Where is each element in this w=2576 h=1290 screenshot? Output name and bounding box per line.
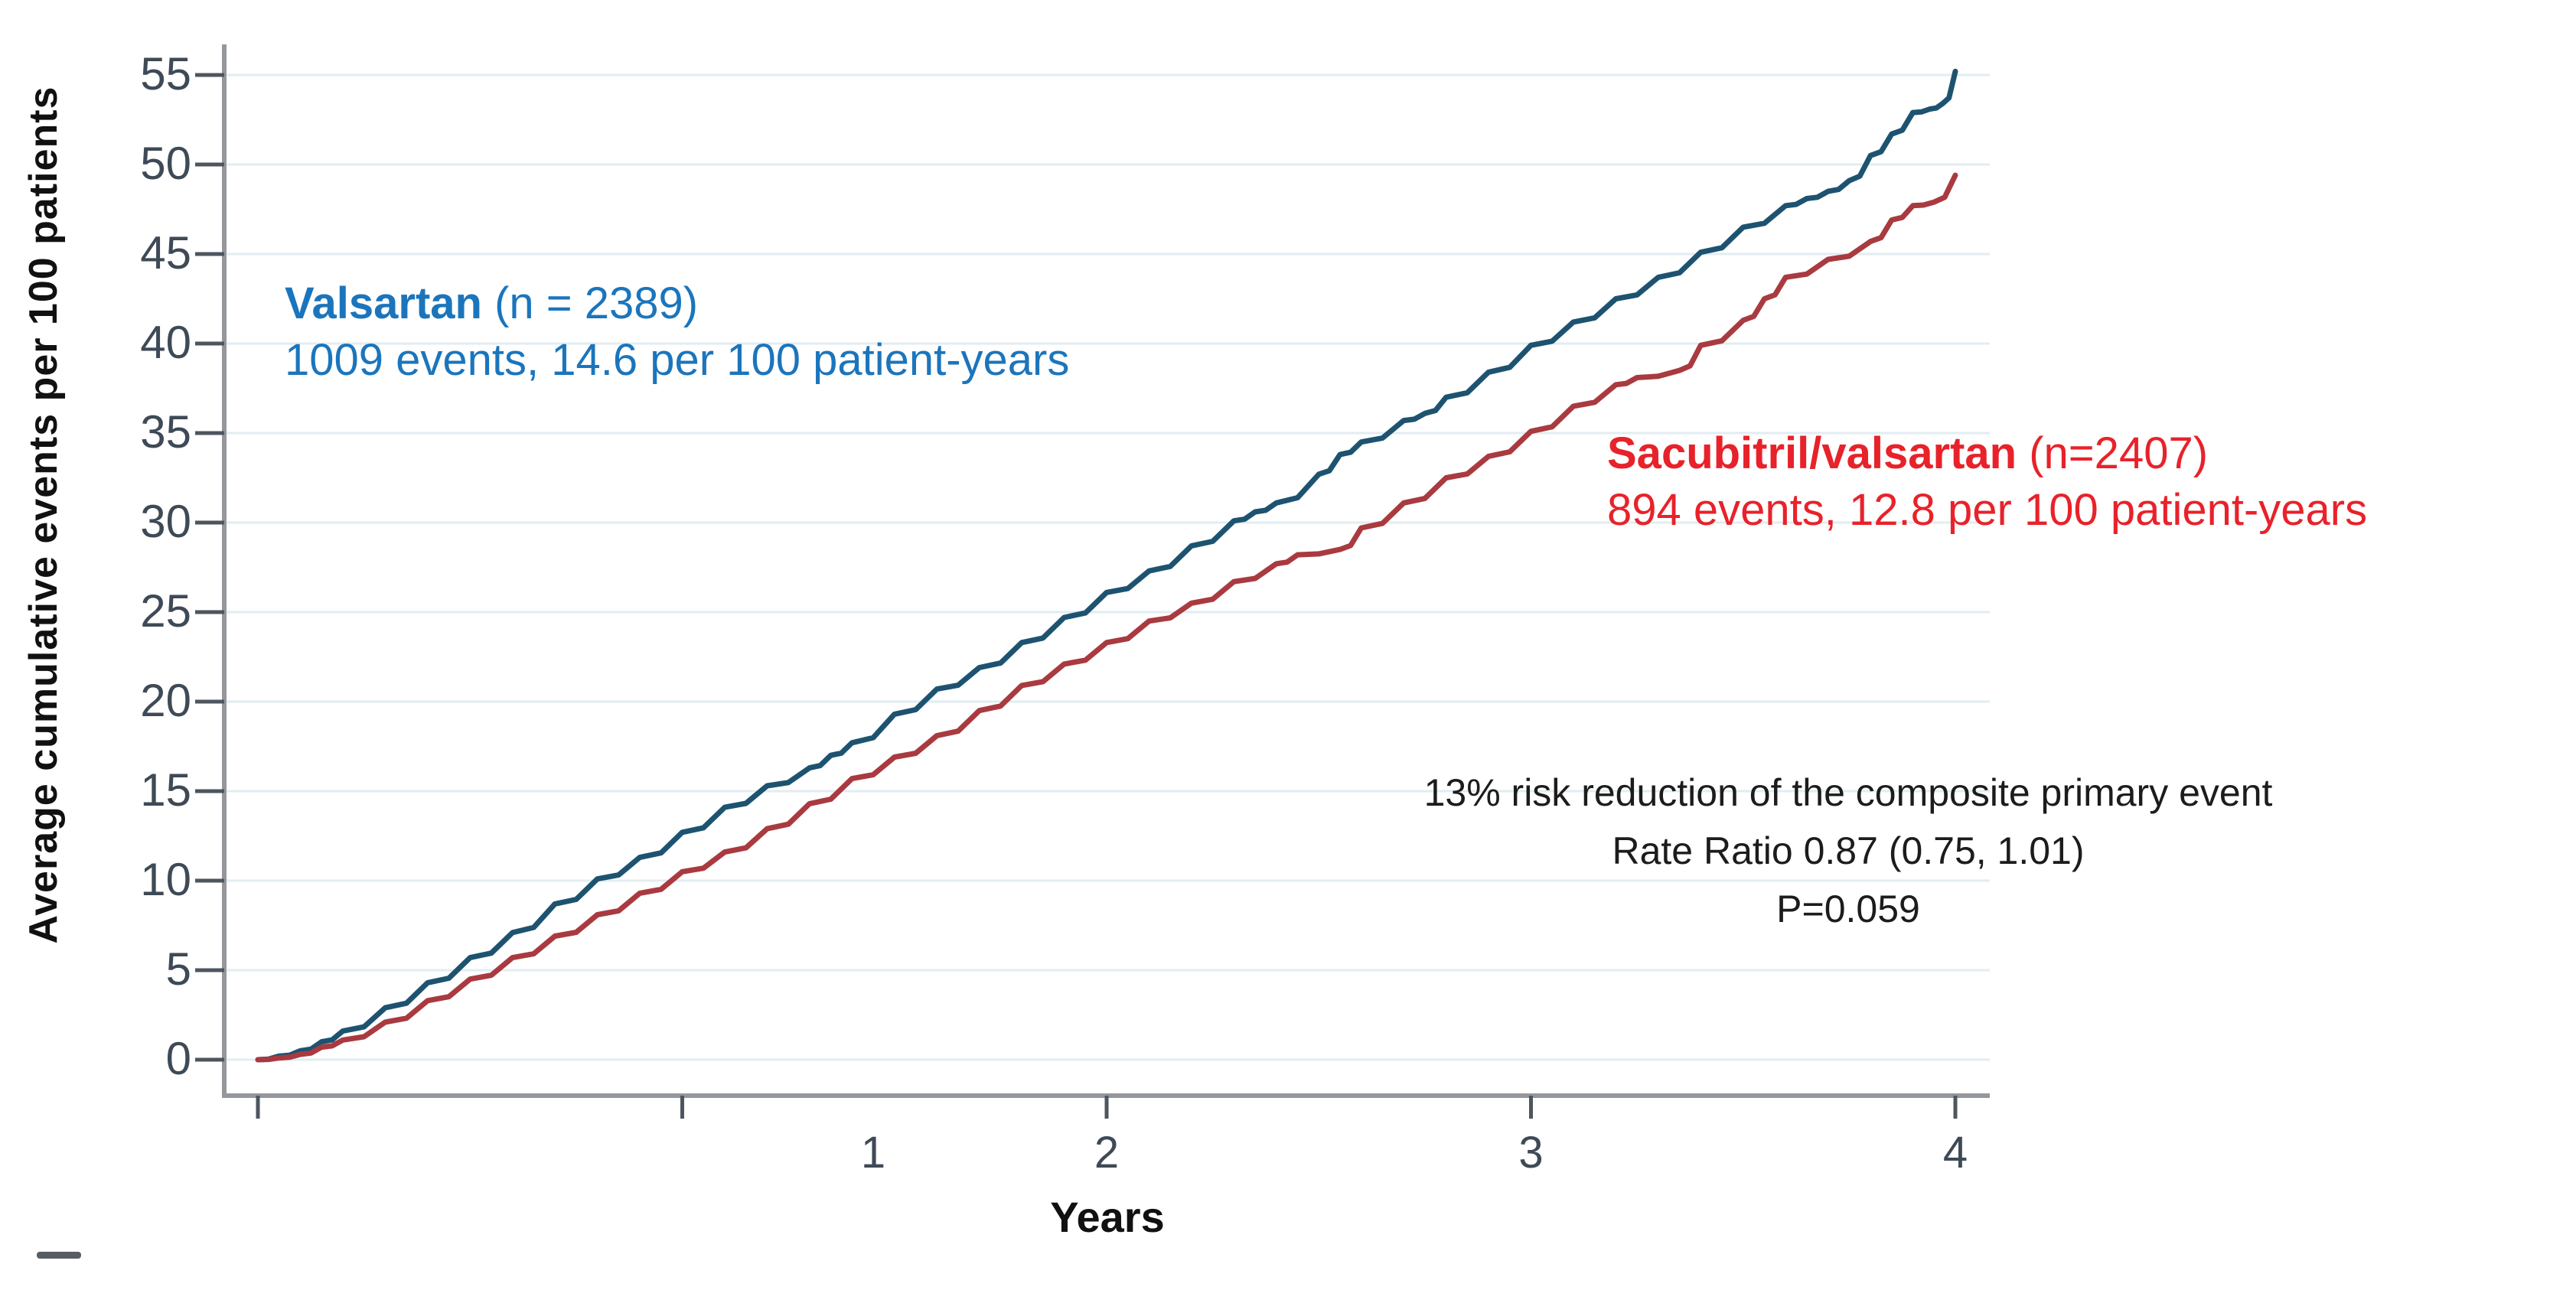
y-tick-label-5: 5 — [165, 943, 191, 995]
x-tick-label-1: 1 — [860, 1128, 886, 1178]
x-tick-label-2: 2 — [1094, 1128, 1120, 1178]
y-tick-label-55: 55 — [140, 48, 191, 99]
y-tick-label-25: 25 — [140, 585, 191, 637]
legend-sacubitril-line2: 894 events, 12.8 per 100 patient-years — [1607, 485, 2368, 535]
legend-valsartan: Valsartan (n = 2389) 1009 events, 14.6 p… — [285, 275, 1069, 389]
stray-dash-mark — [37, 1252, 81, 1259]
legend-valsartan-name: Valsartan — [285, 279, 482, 328]
y-axis-title: Average cumulative events per 100 patien… — [21, 86, 66, 944]
y-tick-label-30: 30 — [140, 496, 191, 547]
annotation-line3: P=0.059 — [1776, 888, 1920, 930]
y-tick-label-50: 50 — [140, 138, 191, 189]
legend-sacubitril: Sacubitril/valsartan (n=2407) 894 events… — [1607, 425, 2367, 539]
y-tick-label-0: 0 — [165, 1033, 191, 1084]
data-curves — [255, 68, 1958, 1063]
x-tick-label-4: 4 — [1942, 1128, 1968, 1178]
y-tick-label-10: 10 — [140, 854, 191, 905]
y-tick-label-40: 40 — [140, 317, 191, 368]
legend-sacubitril-line1: Sacubitril/valsartan (n=2407) — [1607, 425, 2367, 482]
annotation-line2: Rate Ratio 0.87 (0.75, 1.01) — [1612, 829, 2085, 872]
risk-reduction-annotation: 13% risk reduction of the composite prim… — [1301, 764, 2395, 938]
annotation-line1: 13% risk reduction of the composite prim… — [1423, 771, 2273, 814]
legend-valsartan-line2: 1009 events, 14.6 per 100 patient-years — [285, 335, 1070, 385]
legend-sacubitril-n: (n=2407) — [2017, 428, 2209, 478]
y-tick-label-20: 20 — [140, 675, 191, 726]
y-tick-label-15: 15 — [140, 764, 191, 816]
x-axis-title: Years — [1050, 1193, 1165, 1241]
axis-ticks — [195, 73, 1958, 1119]
legend-valsartan-n: (n = 2389) — [481, 279, 699, 328]
curve-sacubitril-valsartan — [255, 172, 1958, 1063]
x-tick-label-3: 3 — [1518, 1128, 1544, 1178]
y-tick-label-45: 45 — [140, 227, 191, 279]
y-tick-label-35: 35 — [140, 406, 191, 458]
curve-valsartan — [255, 68, 1958, 1063]
legend-valsartan-line1: Valsartan (n = 2389) — [285, 275, 1069, 332]
legend-sacubitril-name: Sacubitril/valsartan — [1607, 428, 2017, 478]
